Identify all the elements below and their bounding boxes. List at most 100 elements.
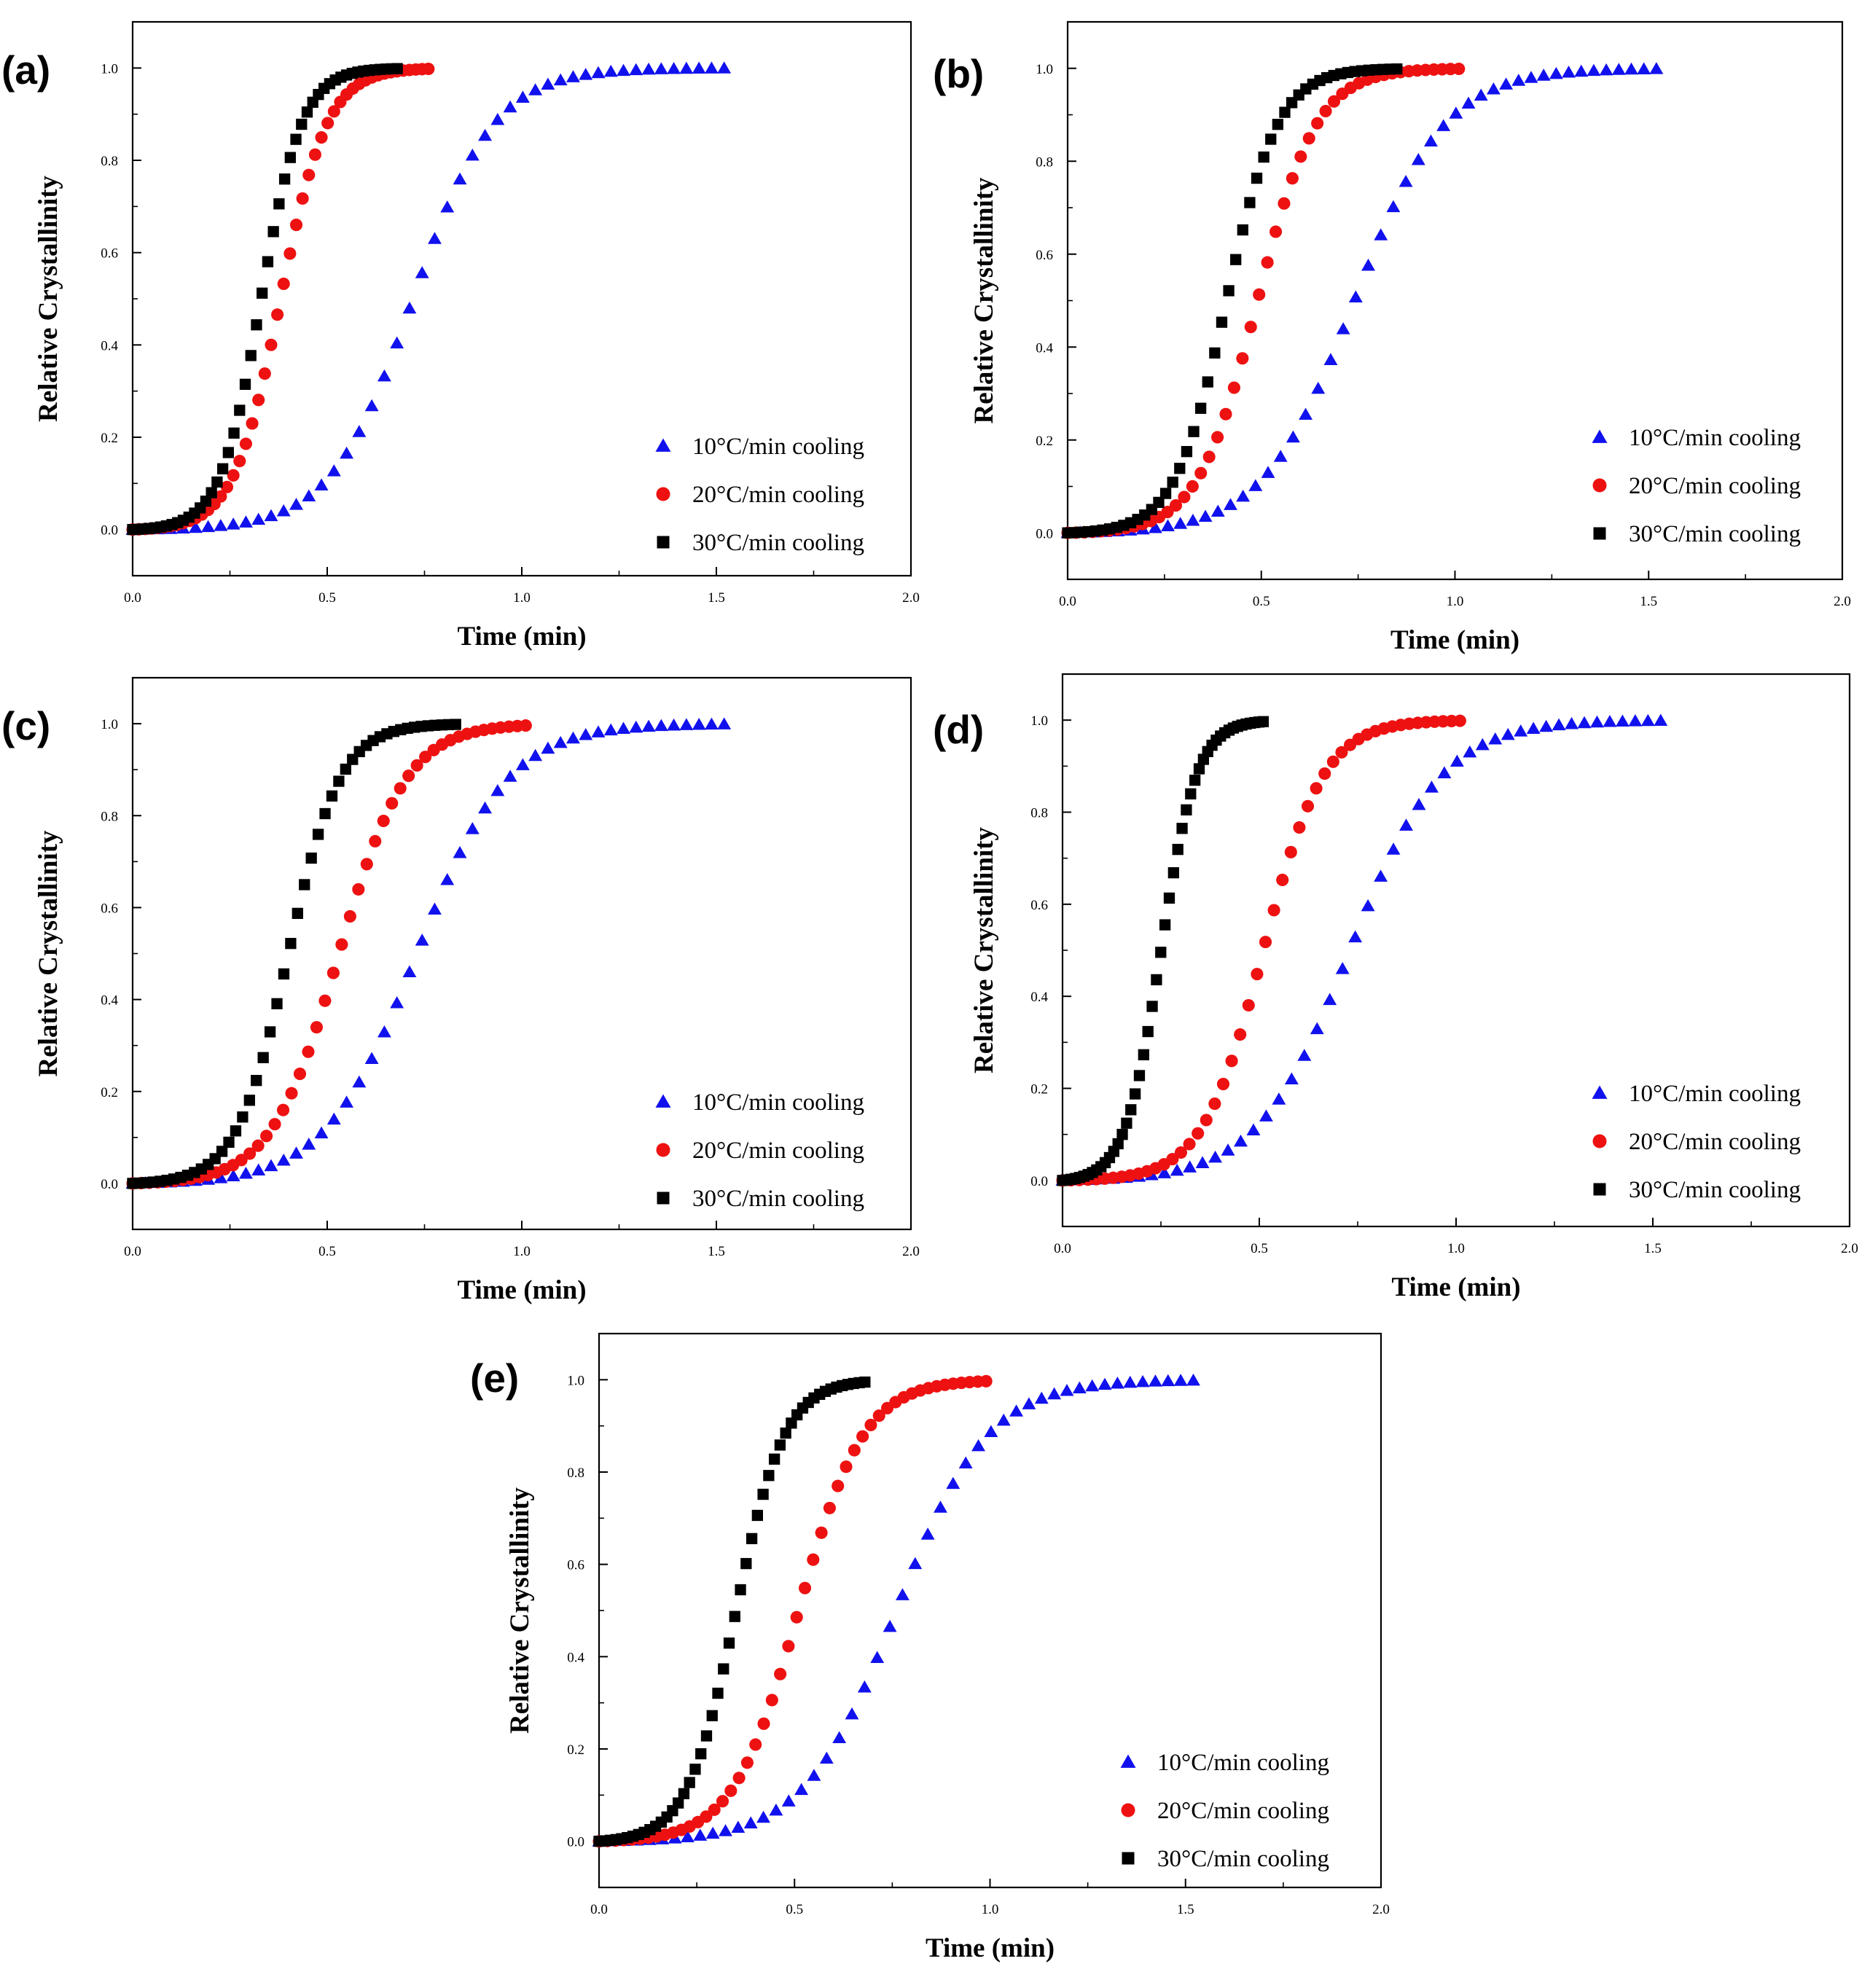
- data-point: [258, 367, 271, 380]
- x-tick-label: 1.0: [1447, 594, 1464, 609]
- data-point: [1273, 450, 1288, 462]
- data-point: [503, 770, 517, 782]
- data-point: [1615, 714, 1630, 727]
- y-axis-title: Relative Crystallinity: [969, 826, 999, 1073]
- data-point: [450, 719, 461, 730]
- data-point: [1167, 867, 1179, 879]
- data-point: [1194, 466, 1208, 480]
- data-point: [1211, 431, 1224, 444]
- data-point: [1142, 1025, 1154, 1038]
- data-point: [1488, 732, 1503, 745]
- y-tick-label: 0.6: [1030, 898, 1048, 913]
- data-point: [1009, 1404, 1024, 1417]
- data-point: [415, 934, 429, 946]
- data-point: [872, 1409, 885, 1422]
- data-point: [794, 1782, 809, 1796]
- y-tick-label: 0.2: [101, 1085, 118, 1100]
- data-point: [769, 1803, 783, 1816]
- data-point: [453, 845, 467, 858]
- data-point: [1284, 845, 1297, 858]
- panel-label: (b): [933, 51, 984, 96]
- data-point: [200, 496, 212, 507]
- legend-marker: [1593, 1183, 1606, 1196]
- data-point: [277, 277, 290, 291]
- data-point: [1628, 714, 1643, 727]
- data-point: [302, 489, 316, 502]
- data-point: [216, 1146, 228, 1157]
- data-point: [617, 63, 630, 77]
- data-point: [719, 1824, 732, 1836]
- data-point: [211, 476, 223, 488]
- chart-panel: (d) 0.0 0.5 1.0 1.5 2.0 0.0 0.2 0.4 0.6 0.8 1.0 Time…: [933, 673, 1858, 1302]
- data-point: [712, 1687, 724, 1699]
- data-point: [1181, 446, 1193, 458]
- data-point: [1208, 1150, 1223, 1163]
- data-point: [289, 498, 303, 510]
- data-point: [667, 718, 681, 731]
- data-point: [214, 1171, 228, 1183]
- data-point: [1463, 745, 1477, 758]
- data-point: [257, 1052, 269, 1063]
- data-point: [465, 148, 480, 161]
- data-point: [1374, 869, 1388, 882]
- data-point: [1186, 480, 1199, 493]
- data-point: [1244, 197, 1256, 208]
- data-point: [318, 994, 332, 1007]
- data-point: [718, 1663, 729, 1675]
- data-point: [319, 807, 331, 820]
- data-point: [1151, 974, 1162, 986]
- data-point: [1336, 322, 1350, 334]
- data-point: [1425, 780, 1439, 793]
- data-point: [1318, 767, 1331, 780]
- data-point: [1514, 724, 1528, 737]
- y-tick-label: 0.8: [1036, 154, 1053, 170]
- data-point: [1501, 727, 1515, 740]
- data-point: [238, 1166, 253, 1179]
- data-point: [1272, 1092, 1286, 1105]
- x-tick-label: 0.5: [1253, 594, 1270, 609]
- data-point: [1475, 737, 1490, 751]
- data-point: [1310, 782, 1323, 795]
- legend-label: 10°C/min cooling: [692, 434, 864, 460]
- data-point: [807, 1769, 821, 1781]
- data-point: [1192, 1127, 1205, 1140]
- y-tick-label: 0.0: [567, 1835, 584, 1850]
- data-point: [1176, 823, 1188, 834]
- y-tick-label: 0.8: [101, 154, 118, 169]
- data-point: [1236, 489, 1251, 502]
- data-point: [724, 1784, 738, 1797]
- data-point: [410, 759, 423, 772]
- x-tick-label: 1.0: [513, 1244, 531, 1259]
- data-point: [1511, 74, 1526, 86]
- data-point: [1323, 993, 1337, 1006]
- data-point: [1244, 321, 1257, 334]
- data-point: [693, 1828, 708, 1841]
- data-point: [1195, 1156, 1210, 1168]
- data-point: [326, 790, 338, 802]
- data-point: [579, 728, 593, 740]
- data-point: [1186, 513, 1200, 526]
- x-tick-label: 2.0: [902, 1244, 920, 1259]
- data-point: [1085, 1379, 1100, 1392]
- data-point: [1202, 376, 1213, 388]
- panel-label: (d): [933, 707, 984, 752]
- data-point: [629, 63, 643, 76]
- data-point: [386, 797, 399, 810]
- data-point: [768, 1453, 781, 1465]
- data-point: [1286, 430, 1300, 443]
- data-point: [1208, 1097, 1221, 1111]
- panel-label: (a): [1, 47, 50, 93]
- data-point: [1242, 998, 1255, 1012]
- legend-label: 20°C/min cooling: [1157, 1798, 1329, 1824]
- data-point: [478, 128, 493, 141]
- chart-panel: (c) 0.0 0.5 1.0 1.5 2.0 0.0 0.2 0.4 0.6 0.8 1.0 Time…: [1, 676, 920, 1305]
- data-point: [302, 1045, 315, 1058]
- legend-label: 20°C/min cooling: [692, 1138, 864, 1164]
- data-point: [428, 902, 442, 915]
- data-point: [1258, 151, 1270, 163]
- data-point: [735, 1584, 746, 1596]
- legend-label: 30°C/min cooling: [1629, 1177, 1801, 1203]
- data-point: [310, 1021, 324, 1034]
- y-tick-label: 0.8: [567, 1465, 584, 1481]
- data-point: [278, 968, 290, 980]
